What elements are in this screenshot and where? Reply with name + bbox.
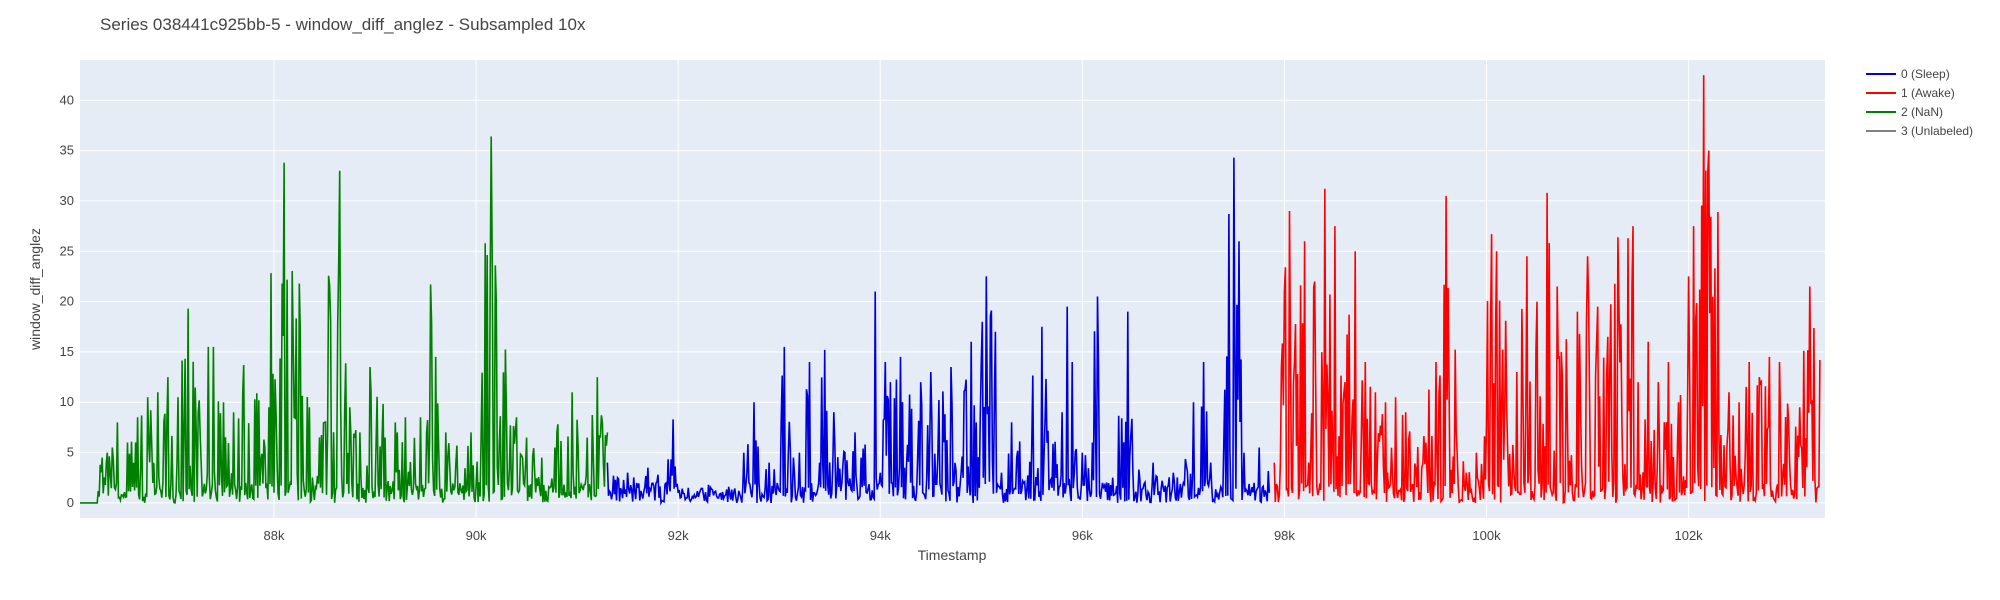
y-tick-label: 25	[60, 243, 74, 258]
x-tick-label: 90k	[466, 528, 487, 543]
y-tick-label: 10	[60, 394, 74, 409]
legend: 0 (Sleep) 1 (Awake) 2 (NaN) 3 (Unlabeled…	[1866, 67, 1973, 138]
y-tick-label: 20	[60, 294, 74, 309]
legend-label-nan: 2 (NaN)	[1901, 105, 1943, 119]
y-axis-ticks: 0 5 10 15 20 25 30 35 40	[60, 92, 74, 510]
y-tick-label: 40	[60, 92, 74, 107]
y-tick-label: 15	[60, 344, 74, 359]
y-tick-label: 30	[60, 193, 74, 208]
legend-label-awake: 1 (Awake)	[1901, 86, 1955, 100]
x-tick-label: 102k	[1674, 528, 1703, 543]
x-axis-label: Timestamp	[918, 547, 987, 563]
legend-item-nan[interactable]: 2 (NaN)	[1866, 105, 1943, 119]
legend-item-awake[interactable]: 1 (Awake)	[1866, 86, 1955, 100]
x-tick-label: 92k	[668, 528, 689, 543]
x-tick-label: 88k	[264, 528, 285, 543]
y-tick-label: 5	[67, 445, 74, 460]
chart-title: Series 038441c925bb-5 - window_diff_angl…	[100, 15, 586, 34]
x-tick-label: 98k	[1274, 528, 1295, 543]
x-tick-label: 96k	[1072, 528, 1093, 543]
y-tick-label: 35	[60, 143, 74, 158]
x-tick-label: 100k	[1472, 528, 1501, 543]
y-axis-label: window_diff_anglez	[27, 228, 43, 351]
x-tick-label: 94k	[870, 528, 891, 543]
legend-item-sleep[interactable]: 0 (Sleep)	[1866, 67, 1950, 81]
y-tick-label: 0	[67, 495, 74, 510]
series-lines	[80, 75, 1821, 506]
series-line-nan	[80, 136, 609, 505]
legend-label-sleep: 0 (Sleep)	[1901, 67, 1950, 81]
legend-label-unlabeled: 3 (Unlabeled)	[1901, 124, 1973, 138]
x-axis-ticks: 88k 90k 92k 94k 96k 98k 100k 102k	[264, 528, 1704, 543]
series-line-sleep	[606, 157, 1271, 506]
legend-item-unlabeled[interactable]: 3 (Unlabeled)	[1866, 124, 1973, 138]
series-line-awake	[1273, 75, 1821, 504]
